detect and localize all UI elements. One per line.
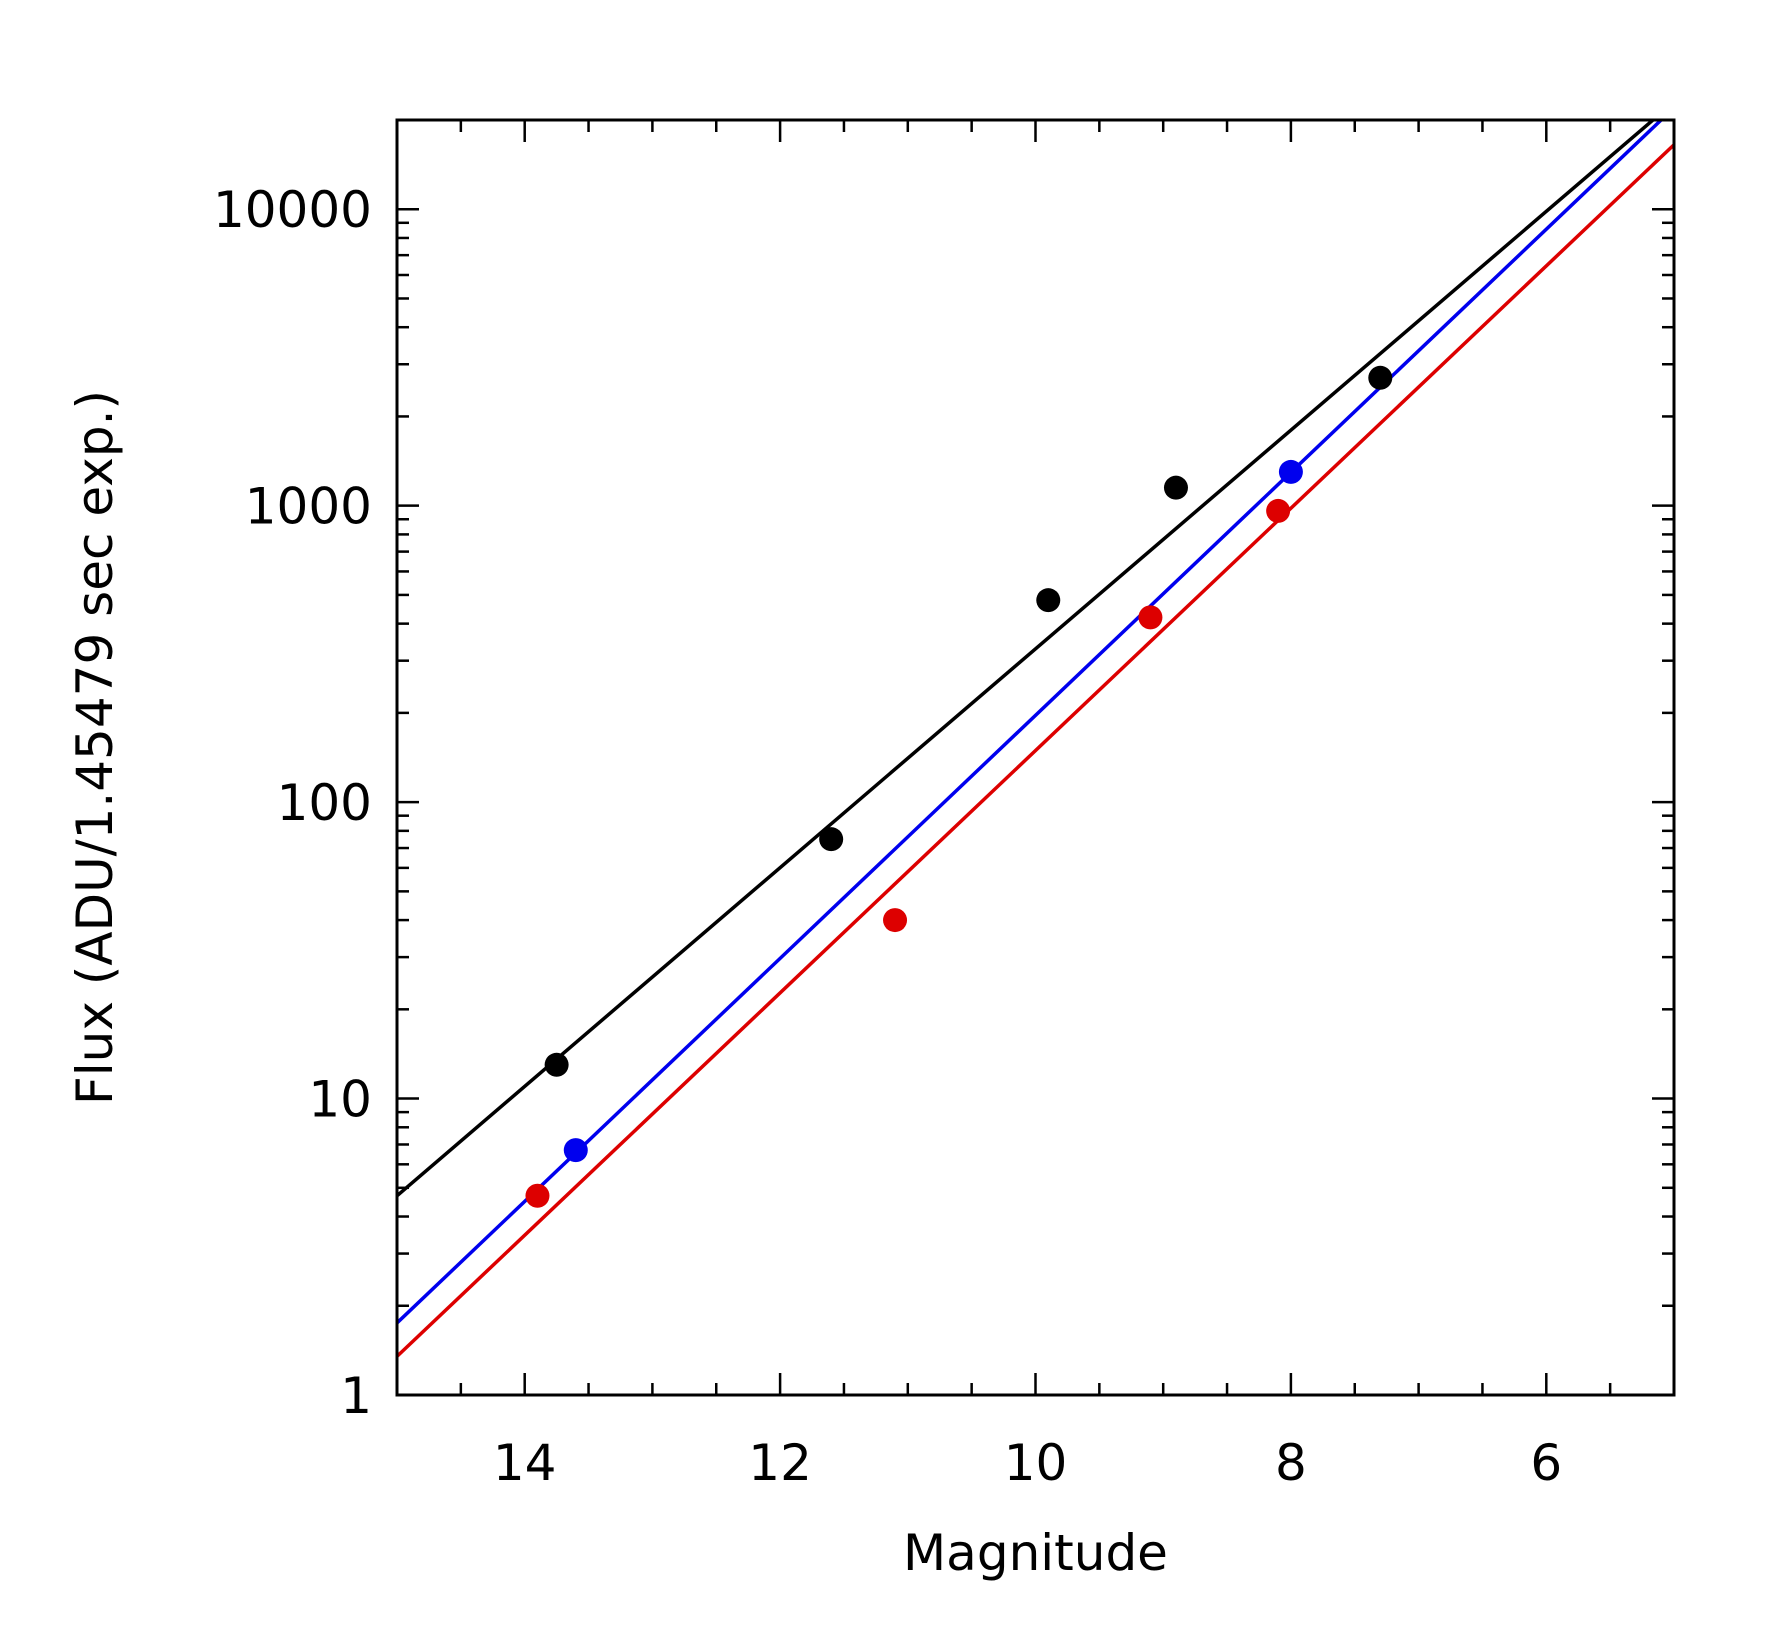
data-point: [819, 827, 844, 852]
y-tick-label: 10: [308, 1071, 372, 1129]
x-tick-label: 6: [1530, 1434, 1562, 1492]
y-tick-label: 1000: [245, 478, 372, 536]
x-tick-labels: 14 12 10 8 6: [493, 1434, 1562, 1492]
data-point: [1278, 459, 1303, 484]
x-tick-label: 10: [1004, 1434, 1068, 1492]
data-point: [1368, 365, 1393, 390]
y-tick-label: 100: [277, 774, 372, 832]
fit-line: [397, 120, 1656, 1198]
y-tick-label: 1: [340, 1367, 372, 1425]
x-tick-label: 14: [493, 1434, 557, 1492]
data-point: [1036, 588, 1061, 613]
data-point: [563, 1138, 588, 1163]
y-tick-label: 10000: [213, 181, 372, 239]
y-tick-labels: 1 10 100 1000 10000: [213, 181, 372, 1425]
data-point: [1266, 498, 1291, 523]
y-axis-title: Flux (ADU/1.45479 sec exp.): [66, 390, 124, 1105]
data-point: [1163, 475, 1188, 500]
x-tick-label: 12: [748, 1434, 812, 1492]
fit-lines: [397, 120, 1674, 1358]
data-point: [525, 1183, 550, 1208]
plot-frame: [395, 118, 1676, 1397]
axis-ticks: [395, 118, 1676, 1397]
data-point: [1138, 605, 1163, 630]
fit-line: [397, 120, 1664, 1325]
data-point: [544, 1052, 569, 1077]
fit-line: [397, 143, 1674, 1358]
data-points: [525, 365, 1393, 1208]
x-tick-label: 8: [1275, 1434, 1307, 1492]
x-axis-title: Magnitude: [903, 1524, 1168, 1582]
data-point: [883, 908, 908, 933]
